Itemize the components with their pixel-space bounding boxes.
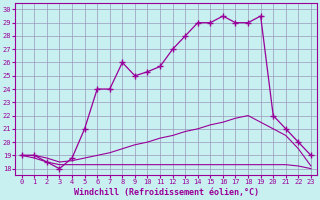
X-axis label: Windchill (Refroidissement éolien,°C): Windchill (Refroidissement éolien,°C) [74,188,259,197]
